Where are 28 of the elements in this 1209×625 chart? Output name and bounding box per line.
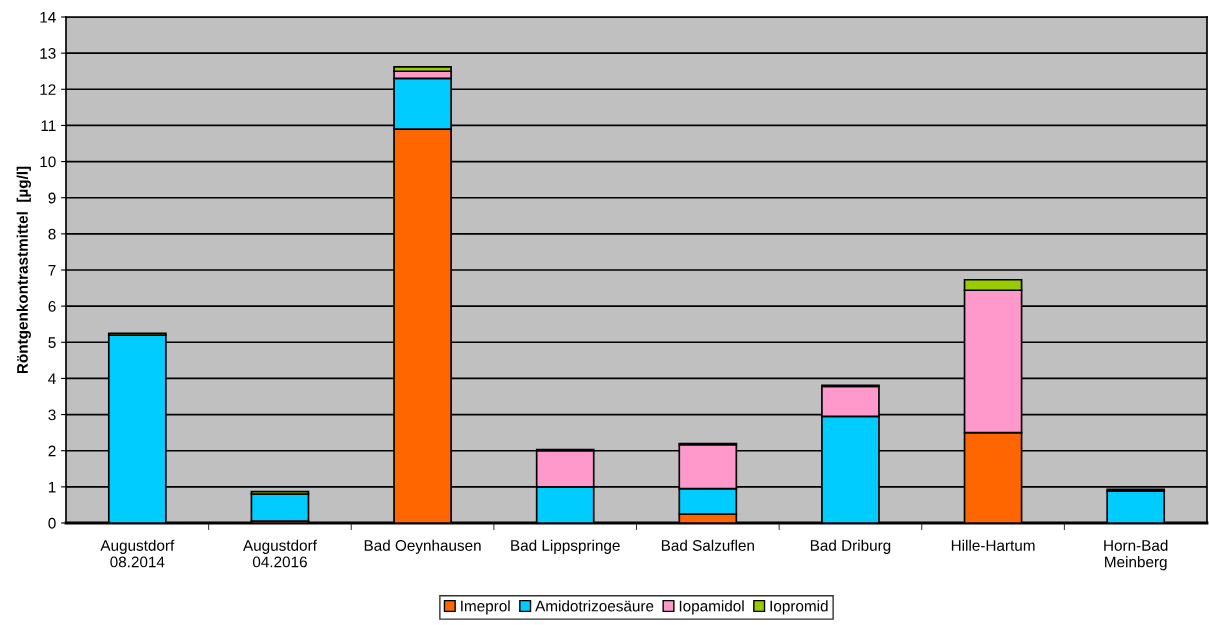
x-tick-label: Bad Lippspringe	[511, 539, 620, 554]
y-tick-label: 10	[40, 156, 56, 168]
x-tick-label: Augustdorf 08.2014	[100, 539, 175, 568]
y-axis-title: Röntgenkontrastmittel [µg/l]	[16, 166, 31, 374]
y-tick-label: 7	[48, 265, 56, 276]
x-tick-label: Bad Salzuflen	[661, 539, 754, 551]
x-tick-label: Horn-Bad Meinberg	[1104, 539, 1168, 571]
y-tick-label: 5	[48, 337, 56, 348]
y-tick-label: 12	[40, 84, 56, 95]
y-tick-label: 11	[41, 120, 56, 131]
y-tick-label: 3	[48, 409, 56, 421]
legend-label: Imeprol	[461, 600, 510, 615]
y-tick-label: 6	[48, 301, 56, 312]
y-tick-label: 9	[48, 192, 56, 204]
y-tick-label: 4	[48, 373, 56, 384]
x-tick-label: Augustdorf 04.2016	[243, 539, 317, 568]
y-tick-label: 0	[48, 517, 56, 529]
y-tick-label: 1	[48, 481, 56, 493]
y-tick-label: 13	[40, 48, 56, 59]
legend-label: Iopromid	[770, 600, 828, 615]
x-tick-label: Hille-Hartum	[951, 539, 1035, 551]
legend-label: Iopamidol	[679, 600, 744, 615]
y-tick-label: 14	[40, 12, 56, 23]
x-tick-label: Bad Oeynhausen	[364, 539, 481, 554]
y-tick-label: 2	[48, 445, 56, 457]
x-tick-label: Bad Driburg	[810, 539, 891, 554]
y-tick-label: 8	[48, 228, 56, 240]
legend-label: Amidotrizoesäure	[535, 600, 654, 612]
